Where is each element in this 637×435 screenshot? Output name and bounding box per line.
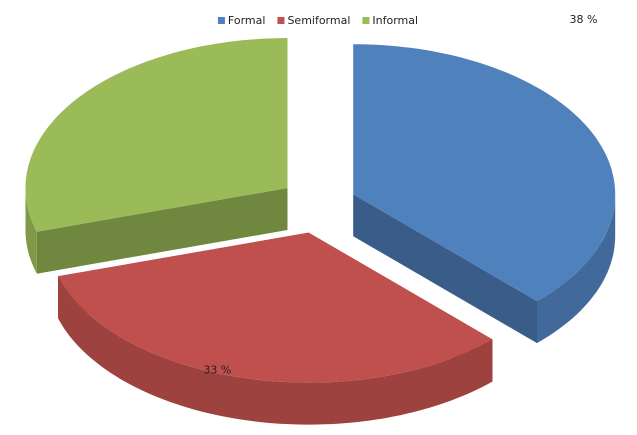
slice-top	[58, 232, 493, 383]
legend-swatch	[217, 17, 225, 24]
slice	[25, 38, 288, 274]
legend-label: Semiformal	[287, 14, 350, 27]
value-label: 38 %	[570, 13, 598, 26]
slice-side	[353, 194, 537, 344]
slice-wall	[58, 276, 493, 425]
legend-swatch	[277, 17, 285, 24]
slice-wall	[25, 188, 37, 274]
slice	[58, 232, 493, 425]
legend-label: Informal	[372, 14, 418, 27]
legend: Formal Semiformal Informal	[217, 14, 418, 27]
slice-wall	[537, 194, 616, 344]
value-label: 33 %	[203, 364, 231, 377]
legend-label: Formal	[228, 14, 266, 27]
slice-top	[353, 44, 616, 302]
legend-swatch	[362, 17, 370, 24]
slice-side	[36, 188, 288, 274]
slice	[353, 44, 616, 344]
slice-top	[25, 38, 288, 232]
